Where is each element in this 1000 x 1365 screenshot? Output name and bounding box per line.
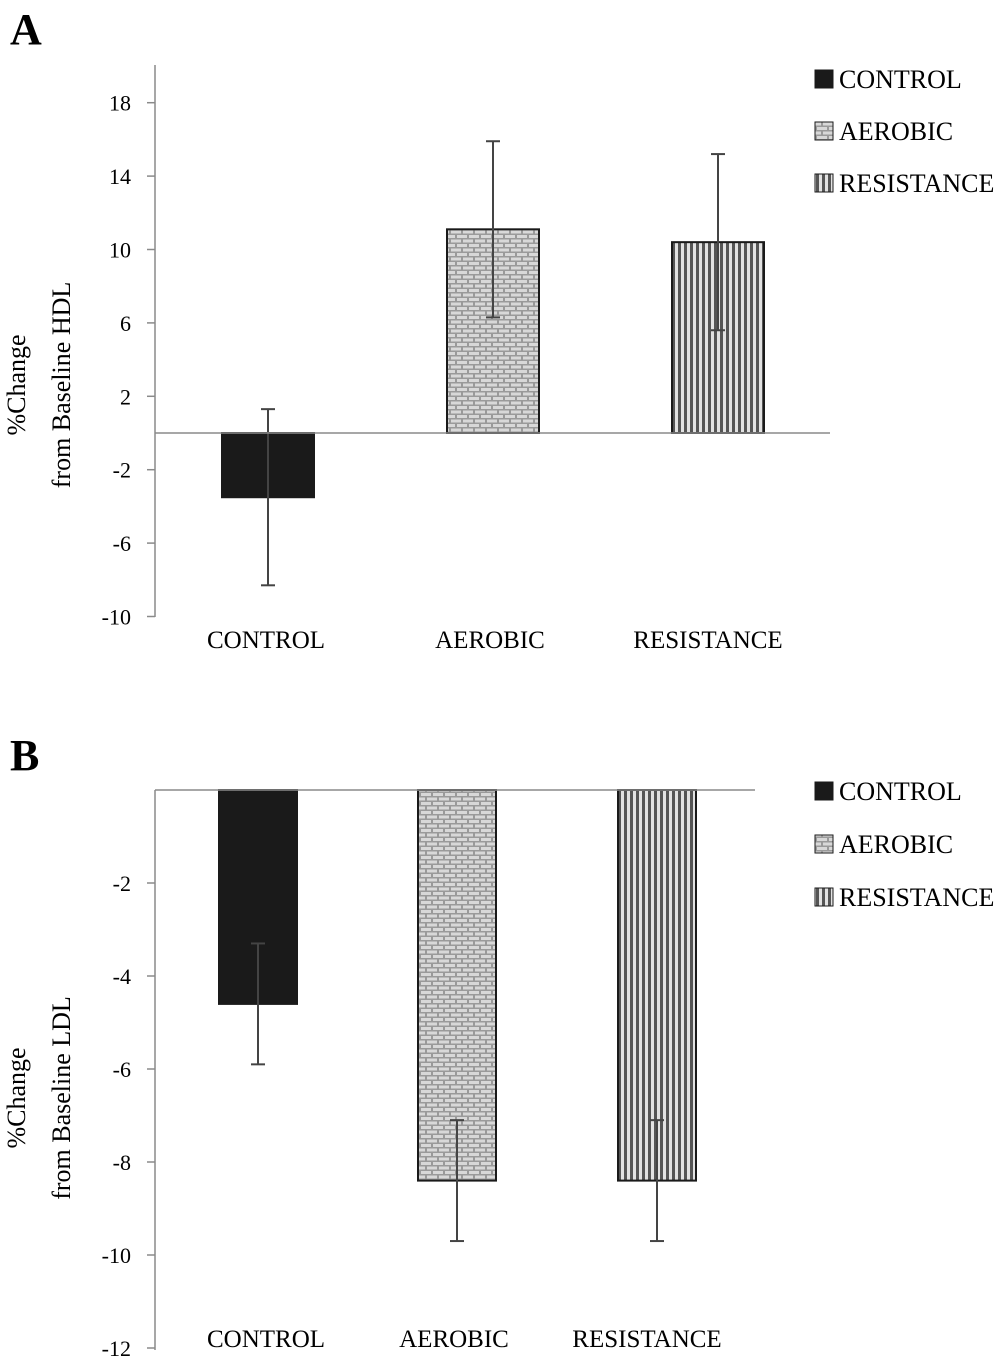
y-tick-label: -10 bbox=[102, 1243, 131, 1268]
y-axis-label: from Baseline HDL bbox=[47, 282, 76, 489]
y-tick-label: -6 bbox=[113, 1057, 131, 1082]
legend-swatch bbox=[814, 173, 834, 193]
y-tick-label: -10 bbox=[102, 605, 131, 630]
legend-label: CONTROL bbox=[839, 777, 962, 806]
x-category-label: CONTROL bbox=[207, 627, 325, 654]
x-category-label: AEROBIC bbox=[399, 1326, 509, 1353]
x-category-label: RESISTANCE bbox=[633, 627, 782, 654]
y-axis-label: %Change bbox=[2, 1047, 31, 1148]
y-tick-label: 6 bbox=[120, 311, 131, 336]
legend-label: AEROBIC bbox=[839, 117, 953, 146]
y-axis-label: %Change bbox=[2, 334, 31, 435]
y-tick-label: -8 bbox=[113, 1150, 131, 1175]
x-category-label: RESISTANCE bbox=[572, 1326, 721, 1353]
x-category-label: CONTROL bbox=[207, 1326, 325, 1353]
legend-label: RESISTANCE bbox=[839, 169, 994, 198]
legend-label: CONTROL bbox=[839, 65, 962, 94]
legend-label: AEROBIC bbox=[839, 830, 953, 859]
chart-panel-b: B %Change from Baseline LDL -2 -4 -6 -8 -10 -12 C… bbox=[2, 731, 994, 1361]
y-tick-label: 2 bbox=[120, 384, 131, 409]
legend-swatch bbox=[814, 834, 834, 854]
y-tick-label: 10 bbox=[109, 238, 131, 263]
y-tick-label: -2 bbox=[113, 458, 131, 483]
panel-label: A bbox=[10, 5, 42, 54]
y-tick-label: 14 bbox=[109, 164, 131, 189]
x-category-label: AEROBIC bbox=[435, 627, 545, 654]
legend-swatch bbox=[814, 69, 834, 89]
y-tick-label: 18 bbox=[109, 91, 131, 116]
legend-swatch bbox=[814, 887, 834, 907]
chart-panel-a: A %Change from Baseline HDL 18 14 10 6 2 -2 -6 -10… bbox=[2, 5, 994, 654]
y-tick-label: -2 bbox=[113, 871, 131, 896]
panel-label: B bbox=[10, 731, 39, 780]
y-tick-label: -6 bbox=[113, 531, 131, 556]
y-axis-label: from Baseline LDL bbox=[47, 996, 76, 1200]
legend-label: RESISTANCE bbox=[839, 883, 994, 912]
y-tick-label: -4 bbox=[113, 964, 131, 989]
legend-swatch bbox=[814, 781, 834, 801]
legend-swatch bbox=[814, 121, 834, 141]
y-tick-label: -12 bbox=[102, 1336, 131, 1361]
bar-resistance bbox=[617, 789, 697, 1182]
